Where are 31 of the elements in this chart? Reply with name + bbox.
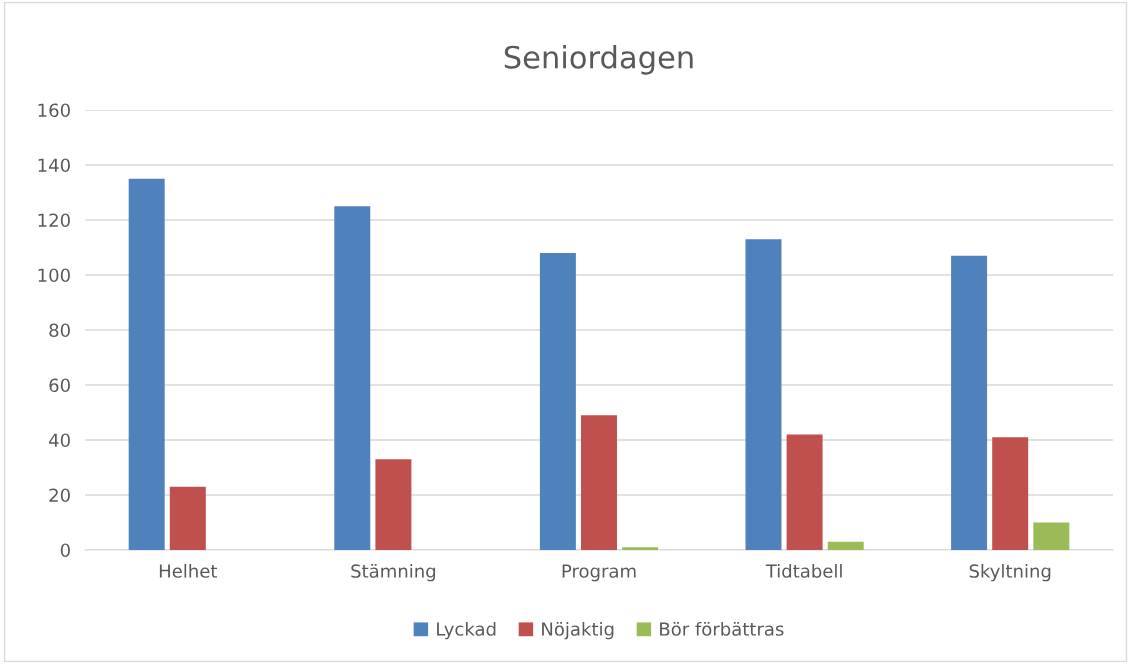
y-tick-label: 0: [60, 543, 70, 558]
y-tick-label: 140: [38, 158, 70, 173]
y-tick-label: 40: [49, 433, 70, 448]
y-tick-label: 60: [49, 378, 70, 393]
bar: [375, 459, 412, 550]
chart-title: Seniordagen: [504, 45, 693, 75]
x-tick-label: Stämning: [351, 563, 436, 582]
bar: [622, 547, 659, 550]
bar: [581, 415, 617, 550]
y-tick-label: 100: [38, 268, 70, 283]
x-tick-label: Helhet: [159, 563, 218, 578]
x-tick-label: Skyltning: [969, 563, 1051, 582]
bar: [128, 178, 165, 550]
bar: [745, 239, 782, 550]
legend-label: Bör förbättras: [660, 621, 784, 636]
y-tick-label: 80: [49, 323, 70, 338]
bar: [169, 486, 206, 550]
y-tick-label: 120: [38, 213, 70, 228]
bar: [992, 437, 1029, 550]
bar: [786, 434, 823, 550]
bar: [334, 206, 371, 550]
bar: [1033, 522, 1070, 550]
x-tick-label: Program: [562, 564, 636, 582]
x-tick-label: Tidtabell: [765, 563, 842, 578]
y-tick-label: 20: [49, 488, 70, 503]
legend-label: Lyckad: [437, 621, 496, 640]
y-tick-label: 160: [38, 103, 70, 118]
bar: [951, 255, 988, 550]
bar: [827, 541, 864, 550]
legend-label: Nöjaktig: [542, 621, 614, 640]
bar: [539, 253, 576, 550]
